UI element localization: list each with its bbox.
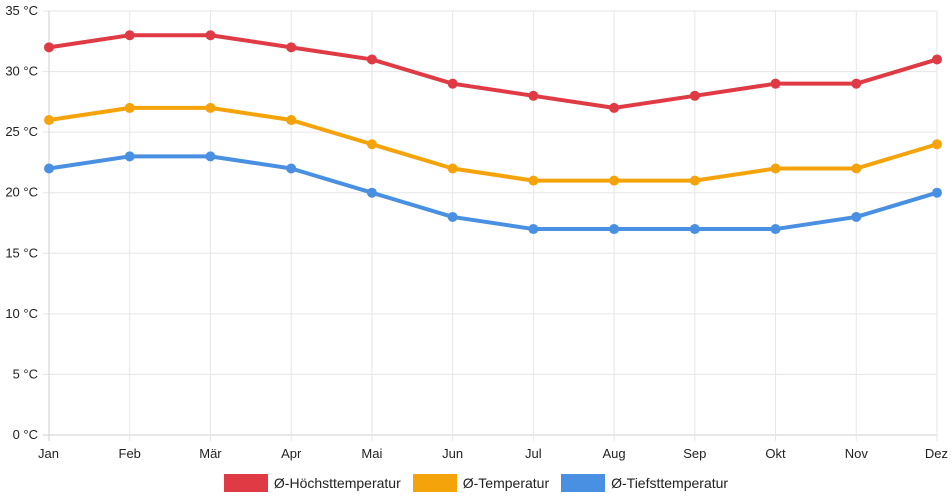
legend-label-min: Ø-Tiefsttemperatur [611,475,729,491]
data-point [770,224,781,235]
y-tick-label: 25 °C [5,124,38,139]
data-point [932,54,942,65]
legend-item-min[interactable]: Ø-Tiefsttemperatur [561,474,728,492]
data-point [205,30,216,41]
x-tick-label: Feb [119,446,141,461]
data-point [447,211,458,222]
x-tick-label: Mär [199,446,222,461]
legend-label-max: Ø-Höchsttemperatur [273,475,401,491]
data-point [124,151,135,162]
data-point [609,102,620,113]
data-point [286,42,297,53]
series-line-1 [47,105,939,183]
y-tick-label: 20 °C [5,185,38,200]
series-line-2 [47,154,939,232]
x-tick-label: Jun [442,446,463,461]
data-point [286,163,297,174]
data-point [447,163,458,174]
data-point [205,151,216,162]
data-point [44,115,54,126]
data-point [609,175,620,186]
legend-swatch-max [223,474,268,492]
data-point [932,187,942,198]
data-point [851,163,862,174]
data-point [44,42,54,53]
data-point [528,175,539,186]
data-point [528,90,539,101]
data-point [44,163,54,174]
y-tick-label: 5 °C [13,366,38,381]
y-tick-label: 0 °C [13,427,38,442]
y-tick-label: 30 °C [5,64,38,79]
data-point [366,139,377,150]
legend: Ø-Höchsttemperatur Ø-Temperatur Ø-Tiefst… [0,470,952,496]
data-point [770,78,781,89]
chart-canvas: 0 °C 5 °C 10 °C 15 °C 20 °C 25 °C 30 °C 35 °C Ja… [5,3,948,461]
legend-swatch-min [561,474,606,492]
y-tick-label: 15 °C [5,245,38,260]
series-lines [44,30,942,235]
data-point [932,139,942,150]
axes: 0 °C 5 °C 10 °C 15 °C 20 °C 25 °C 30 °C 35 °C Ja… [5,3,948,461]
data-point [689,90,700,101]
data-point [286,115,297,126]
data-point [366,187,377,198]
legend-swatch-avg [412,474,457,492]
data-point [124,30,135,41]
data-point [689,175,700,186]
x-tick-label: Jul [525,446,542,461]
x-tick-label: Okt [765,446,786,461]
x-tick-label: Apr [281,446,302,461]
legend-item-max[interactable]: Ø-Höchsttemperatur [223,474,401,492]
x-tick-label: Jan [38,446,59,461]
legend-item-avg[interactable]: Ø-Temperatur [412,474,550,492]
data-point [528,224,539,235]
y-tick-label: 10 °C [5,306,38,321]
legend-label-avg: Ø-Temperatur [462,475,550,491]
data-point [851,78,862,89]
data-point [447,78,458,89]
x-tick-label: Aug [603,446,626,461]
y-tick-label: 35 °C [5,3,38,18]
data-point [124,102,135,113]
data-point [689,224,700,235]
series-line-0 [47,33,939,110]
data-point [205,102,216,113]
x-tick-label: Sep [683,446,706,461]
x-tick-label: Mai [361,446,382,461]
data-point [770,163,781,174]
data-point [609,224,620,235]
data-point [366,54,377,65]
x-tick-label: Nov [845,446,869,461]
x-tick-label: Dez [925,446,948,461]
data-point [851,211,862,222]
